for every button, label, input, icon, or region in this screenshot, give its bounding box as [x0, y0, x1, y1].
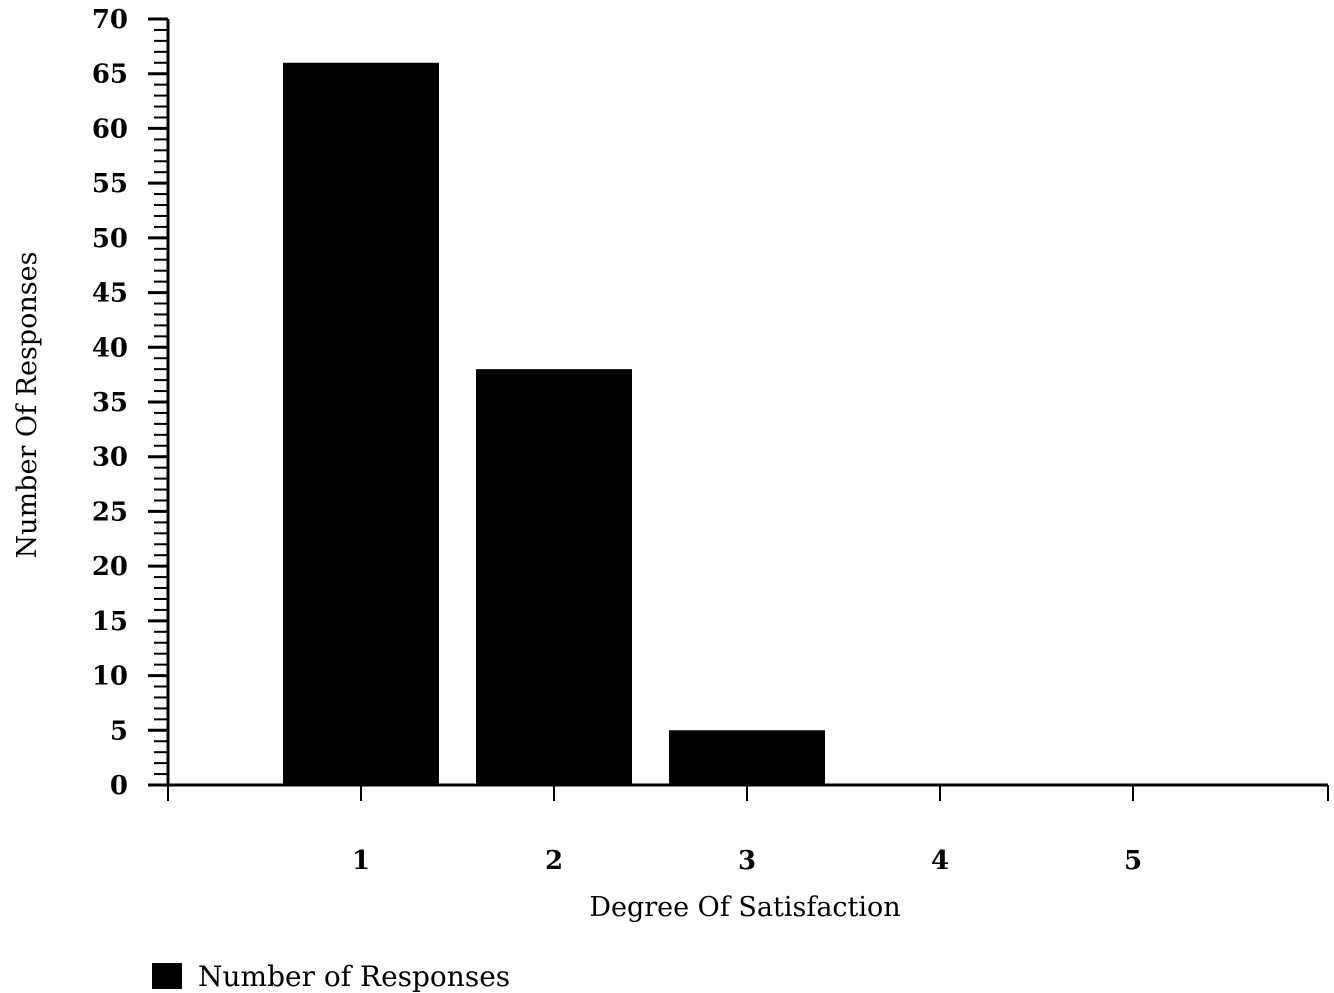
bar [476, 369, 632, 785]
y-tick-label: 20 [92, 552, 128, 582]
y-tick-label: 30 [92, 443, 128, 473]
x-tick-labels: 1 2 3 4 5 [352, 846, 1142, 876]
y-tick-label: 65 [92, 60, 128, 90]
y-tick-label: 35 [92, 388, 128, 418]
x-tick-label: 1 [352, 846, 370, 876]
x-tick-label: 5 [1124, 846, 1142, 876]
y-tick-label: 10 [92, 662, 128, 692]
x-tick-label: 4 [931, 846, 949, 876]
x-axis-title: Degree Of Satisfaction [589, 892, 900, 923]
y-tick-labels: 0 5 10 15 20 25 30 35 40 45 50 55 60 65 70 [92, 5, 128, 801]
legend-label: Number of Responses [198, 960, 510, 993]
y-tick-label: 5 [110, 716, 128, 746]
x-axis [167, 783, 1329, 801]
legend: Number of Responses [152, 960, 510, 993]
y-axis-title: Number Of Responses [12, 252, 43, 559]
y-tick-label: 70 [92, 5, 128, 35]
y-tick-label: 0 [110, 771, 128, 801]
y-tick-label: 60 [92, 114, 128, 144]
x-tick-label: 2 [545, 846, 563, 876]
y-tick-label: 15 [92, 607, 128, 637]
bar [283, 62, 439, 786]
bar [669, 730, 825, 785]
y-tick-label: 50 [92, 224, 128, 254]
x-tick-label: 3 [738, 846, 756, 876]
y-axis [148, 17, 170, 787]
y-tick-label: 25 [92, 497, 128, 527]
bars [283, 62, 825, 786]
legend-swatch [152, 963, 182, 989]
y-tick-label: 45 [92, 279, 128, 309]
y-tick-label: 55 [92, 169, 128, 199]
y-tick-label: 40 [92, 333, 128, 363]
